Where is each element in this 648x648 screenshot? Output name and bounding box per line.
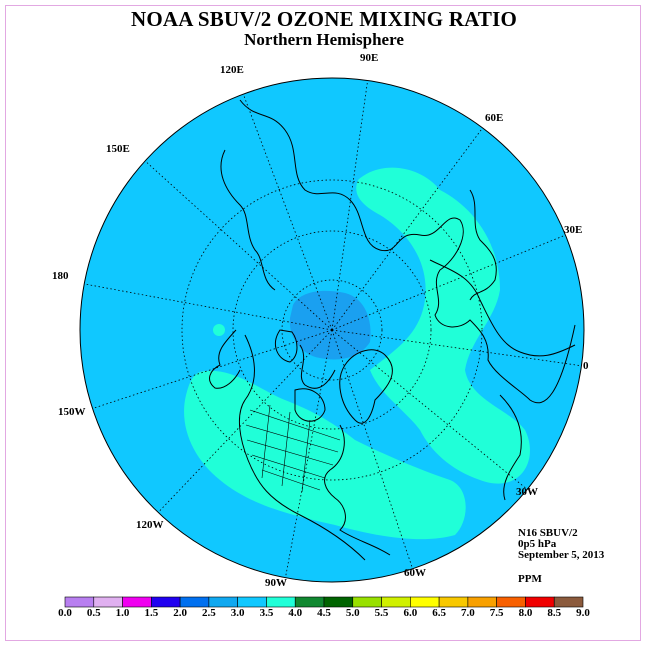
units-label: PPM bbox=[518, 573, 542, 585]
colorbar-tick-label: 7.5 bbox=[489, 607, 504, 619]
colorbar-swatch bbox=[323, 596, 354, 608]
colorbar-tick-label: 4.5 bbox=[317, 607, 331, 619]
lon-label-90e: 90E bbox=[360, 52, 378, 64]
lon-label-150e: 150E bbox=[106, 143, 130, 155]
lon-label-120e: 120E bbox=[220, 64, 244, 76]
map-subtitle: Northern Hemisphere bbox=[244, 30, 404, 49]
colorbar-tick-label: 6.0 bbox=[403, 607, 418, 619]
colorbar-tick-label: 8.5 bbox=[547, 607, 562, 619]
colorbar-swatch bbox=[553, 596, 584, 608]
colorbar-swatch bbox=[179, 596, 210, 608]
figure-frame bbox=[5, 5, 641, 641]
colorbar-swatch bbox=[352, 596, 382, 608]
lon-label-150w: 150W bbox=[58, 406, 86, 418]
contour-band-west bbox=[184, 370, 466, 540]
colorbar-swatch bbox=[266, 596, 296, 608]
colorbar-swatch bbox=[467, 596, 497, 608]
lon-label-120w: 120W bbox=[136, 519, 164, 531]
lon-label-30e: 30E bbox=[564, 224, 582, 236]
colorbar-swatch bbox=[64, 596, 95, 608]
colorbar-swatch bbox=[438, 596, 469, 608]
colorbar-tick-label: 3.5 bbox=[259, 607, 274, 619]
colorbar-swatch bbox=[410, 596, 440, 608]
colorbar-tick-label: 2.5 bbox=[202, 607, 216, 619]
lon-label-90w: 90W bbox=[265, 577, 287, 589]
colorbar-tick-label: 0.5 bbox=[86, 607, 101, 619]
colorbar-swatch bbox=[496, 596, 526, 608]
colorbar-swatch bbox=[122, 596, 152, 608]
us-state-lines bbox=[245, 404, 341, 493]
colorbar-tick-label: 7.0 bbox=[461, 607, 475, 619]
colorbar-tick-label: 8.0 bbox=[518, 607, 533, 619]
colorbar-tick-label: 1.5 bbox=[144, 607, 159, 619]
lon-label-180: 180 bbox=[52, 270, 69, 282]
date-label: September 5, 2013 bbox=[518, 549, 605, 561]
coastlines bbox=[209, 99, 576, 561]
lon-label-30w: 30W bbox=[516, 486, 538, 498]
colorbar-swatch bbox=[294, 596, 325, 608]
colorbar-swatch bbox=[381, 596, 411, 608]
pressure-level-label: 0p5 hPa bbox=[518, 538, 557, 550]
colorbar-tick-label: 6.5 bbox=[432, 607, 446, 619]
colorbar-tick-label: 0.0 bbox=[58, 607, 72, 619]
colorbar-tick-label: 4.0 bbox=[288, 607, 303, 619]
lon-label-60w: 60W bbox=[404, 567, 426, 579]
colorbar-tick-label: 5.0 bbox=[345, 607, 360, 619]
colorbar-tick-label: 1.0 bbox=[115, 607, 130, 619]
colorbar-swatch bbox=[151, 596, 181, 608]
satellite-label: N16 SBUV/2 bbox=[518, 527, 578, 539]
map-title: NOAA SBUV/2 OZONE MIXING RATIO bbox=[131, 7, 517, 31]
lon-label-60e: 60E bbox=[485, 112, 503, 124]
meridians bbox=[80, 78, 584, 581]
colorbar-swatch bbox=[93, 596, 123, 608]
contour-patch bbox=[213, 324, 225, 336]
colorbar-tick-label: 3.0 bbox=[230, 607, 245, 619]
colorbar-swatch bbox=[237, 596, 267, 608]
colorbar-tick-label: 5.5 bbox=[374, 607, 389, 619]
colorbar-swatch bbox=[208, 596, 238, 608]
lon-label-0: 0 bbox=[583, 360, 589, 372]
globe-outline bbox=[79, 77, 585, 583]
colorbar-swatch bbox=[525, 596, 555, 608]
colorbar-tick-label: 9.0 bbox=[576, 607, 590, 619]
colorbar-tick-label: 2.0 bbox=[173, 607, 187, 619]
colorbar bbox=[64, 596, 584, 608]
